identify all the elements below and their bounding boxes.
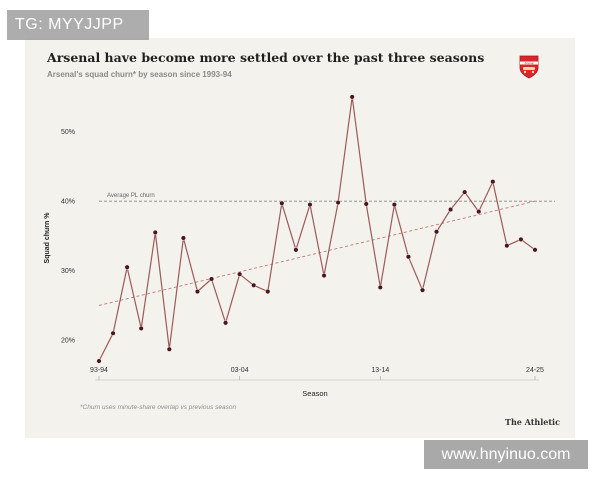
data-point [279, 200, 285, 206]
data-point [293, 247, 299, 253]
data-point [223, 320, 229, 326]
trend-line-path [98, 200, 536, 306]
footnote: *Churn uses minute-share overlap vs prev… [80, 404, 237, 411]
y-axis: 20% 30% 40% 50% [61, 129, 75, 345]
chart-title: Arsenal have become more settled over th… [47, 50, 485, 65]
data-point [419, 287, 426, 293]
x-tick-label: 13-14 [371, 367, 389, 374]
chart-subtitle: Arsenal's squad churn* by season since 1… [47, 70, 232, 79]
x-axis: 93-94 03-04 13-14 24-25 [90, 367, 544, 381]
watermark-top: TG: MYYJJPP [7, 10, 149, 40]
data-point [433, 229, 440, 235]
data-point [251, 282, 257, 288]
data-point [237, 271, 243, 277]
reference-label: Average PL churn [107, 193, 155, 199]
data-point [208, 276, 215, 282]
data-point [335, 200, 341, 206]
data-point [391, 202, 397, 208]
x-tick-label: 24-25 [526, 367, 544, 374]
data-point [532, 247, 538, 253]
trend-line [98, 200, 536, 306]
y-tick-label: 20% [61, 338, 75, 345]
data-point [504, 243, 510, 249]
data-point [180, 235, 186, 241]
data-point [462, 189, 468, 195]
data-point [152, 229, 158, 236]
data-point [194, 288, 201, 295]
data-point [124, 264, 130, 270]
data-point [307, 202, 313, 208]
y-tick-label: 50% [61, 129, 75, 136]
data-point [490, 179, 496, 185]
average-reference-line: Average PL churn [99, 193, 555, 202]
data-point [96, 358, 102, 364]
chart-card: Arsenal have become more settled over th… [25, 38, 575, 438]
data-point [166, 346, 172, 352]
series-line [98, 96, 536, 362]
watermark-bottom: www.hnyinuo.com [424, 440, 588, 469]
x-tick-label: 93-94 [90, 367, 108, 374]
data-point [265, 288, 271, 295]
x-tick-label: 03-04 [231, 367, 249, 374]
line-chart: 20% 30% 40% 50% 93-94 03-04 13-14 24-25 Averag… [44, 94, 555, 398]
y-axis-label: Squad churn % [44, 212, 51, 264]
data-point [363, 201, 369, 207]
data-point [476, 209, 482, 215]
svg-text:Arsenal: Arsenal [525, 61, 534, 65]
data-point [377, 284, 383, 290]
data-point [349, 94, 355, 100]
data-point [518, 236, 524, 242]
y-tick-label: 40% [61, 199, 75, 206]
y-tick-label: 30% [61, 268, 75, 275]
arsenal-crest-icon: Arsenal [519, 55, 539, 79]
data-point [448, 206, 454, 213]
source-credit: The Athletic [505, 417, 560, 427]
churn-series [96, 94, 538, 364]
data-point [321, 272, 327, 279]
x-axis-label: Season [302, 389, 327, 398]
data-point [110, 330, 116, 336]
data-point [405, 254, 411, 260]
data-point [138, 325, 144, 331]
